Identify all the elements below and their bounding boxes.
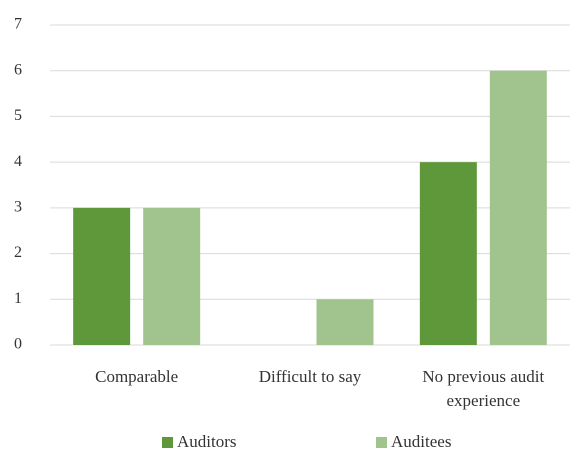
bar <box>489 70 547 345</box>
y-tick-label: 6 <box>14 61 22 78</box>
y-tick-label: 4 <box>14 153 22 170</box>
legend-label: Auditees <box>391 432 452 451</box>
bar <box>316 299 374 345</box>
y-tick-label: 0 <box>14 336 22 353</box>
y-tick-label: 3 <box>14 199 22 216</box>
bar <box>143 207 201 345</box>
x-tick-label: Difficult to say <box>258 367 362 386</box>
y-tick-label: 1 <box>14 290 22 307</box>
x-tick-label: No previous audit experience <box>422 367 545 410</box>
y-tick-label: 2 <box>14 244 22 261</box>
legend-label: Auditors <box>177 432 237 451</box>
legend-item: Auditors <box>162 432 237 452</box>
bar <box>419 162 477 345</box>
y-tick-label: 7 <box>14 16 22 33</box>
y-tick-label: 5 <box>14 107 22 124</box>
legend-item: Auditees <box>376 432 451 452</box>
bar <box>73 207 131 345</box>
x-tick-label: Comparable <box>95 367 179 386</box>
legend-swatch <box>162 436 173 448</box>
legend-swatch <box>376 436 387 448</box>
